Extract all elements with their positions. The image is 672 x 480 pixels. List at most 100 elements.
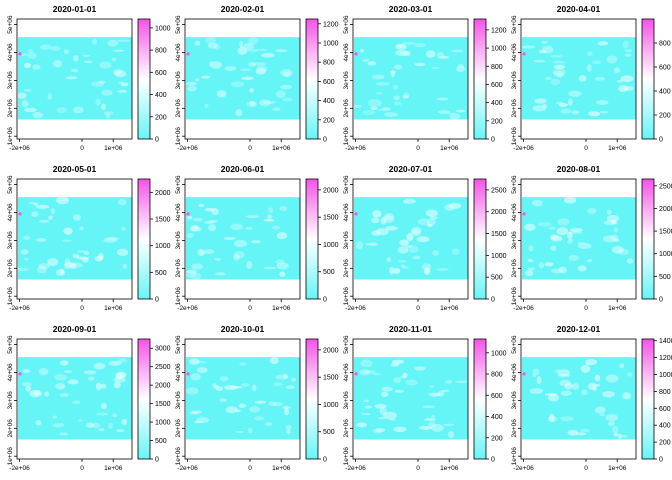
raster-cell <box>428 421 436 427</box>
raster-cell <box>28 201 36 205</box>
y-tick-label: 3e+06 <box>175 71 182 90</box>
raster-cell <box>77 419 83 422</box>
raster-cell <box>64 370 72 373</box>
raster-hotspot <box>186 372 190 376</box>
raster-cell <box>262 100 276 105</box>
raster-cell <box>586 64 592 72</box>
plot-frame <box>184 178 301 300</box>
raster-cell <box>448 202 462 209</box>
raster-cell <box>276 232 288 240</box>
raster-cell <box>264 218 275 222</box>
raster-cell <box>121 419 127 425</box>
raster-cell <box>55 196 70 205</box>
panel-svg: 2020-12-01 -2e+06 0 1e+06 1e+06 2e+06 3e+06 4e+… <box>511 324 672 472</box>
raster-cell <box>240 68 251 71</box>
raster-cell <box>112 413 118 418</box>
raster-cell <box>568 230 583 234</box>
raster-cell <box>23 235 31 241</box>
raster-hotspot <box>354 372 358 376</box>
raster-cell <box>40 44 52 51</box>
raster-cell <box>24 62 32 69</box>
raster-cell <box>375 428 386 433</box>
y-tick-label: 2e+06 <box>343 419 350 438</box>
y-tick-label: 1e+06 <box>7 127 14 146</box>
raster-cell <box>69 262 83 268</box>
raster-cell <box>416 236 430 243</box>
raster-hotspot <box>522 372 526 376</box>
raster-cell <box>284 407 290 416</box>
x-tick-label: -2e+06 <box>345 305 366 312</box>
map-panel: 2020-03-01 -2e+06 0 1e+06 1e+06 2e+06 3e+06 4e+… <box>336 0 507 160</box>
colorbar-tick-label: 1000 <box>491 350 507 357</box>
raster-cell <box>98 252 104 260</box>
raster-cell <box>414 62 426 67</box>
map-panel: 2020-06-01 -2e+06 0 1e+06 1e+06 2e+06 3e+06 4e+… <box>168 160 339 320</box>
raster-cell <box>272 225 281 230</box>
raster-hotspot <box>522 52 526 56</box>
y-tick-label: 3e+06 <box>343 71 350 90</box>
colorbar-tick-label: 200 <box>659 113 671 120</box>
raster-cell <box>594 406 606 414</box>
raster-cell <box>96 412 109 416</box>
plot-frame <box>184 338 301 460</box>
y-tick-label: 1e+06 <box>175 287 182 306</box>
raster-cell <box>32 64 41 70</box>
raster-cell <box>254 400 267 404</box>
raster-cell <box>255 67 267 75</box>
raster-cell <box>254 48 268 51</box>
raster-cell <box>544 262 554 267</box>
map-panel: 2020-10-01 -2e+06 0 1e+06 1e+06 2e+06 3e+06 4e+… <box>168 320 339 480</box>
x-tick-label: -2e+06 <box>177 305 198 312</box>
x-tick-label: 1e+06 <box>104 465 123 472</box>
y-tick-label: 1e+06 <box>511 127 518 146</box>
raster-cell <box>371 230 381 236</box>
raster-cell <box>411 226 422 235</box>
raster-cell <box>106 236 120 241</box>
raster-cell <box>393 64 403 70</box>
x-tick-label: -2e+06 <box>345 145 366 152</box>
raster-cell <box>550 234 559 240</box>
y-tick-label: 3e+06 <box>7 71 14 90</box>
raster-cell <box>359 369 371 376</box>
raster-cell <box>406 233 414 242</box>
y-tick-label: 2e+06 <box>7 419 14 438</box>
colorbar-tick-label: 1500 <box>155 401 171 408</box>
raster-cell <box>215 386 224 392</box>
y-tick-label: 2e+06 <box>7 99 14 118</box>
raster-cell <box>541 40 548 44</box>
raster-cell <box>193 421 203 424</box>
map-panel: 2020-02-01 -2e+06 0 1e+06 1e+06 2e+06 3e+06 4e+… <box>168 0 339 160</box>
raster-cell <box>427 223 433 228</box>
x-tick-label: 0 <box>80 465 84 472</box>
raster-cell <box>77 250 86 253</box>
y-tick-label: 3e+06 <box>175 231 182 250</box>
raster-cell <box>285 385 296 389</box>
raster-cell <box>73 214 81 221</box>
raster-layer <box>522 197 636 280</box>
raster-cell <box>233 239 248 248</box>
raster-cell <box>527 267 536 270</box>
raster-cell <box>611 219 617 225</box>
raster-cell <box>383 411 397 420</box>
x-tick-label: -2e+06 <box>9 145 30 152</box>
y-tick-label: 1e+06 <box>343 127 350 146</box>
colorbar-tick-label: 500 <box>323 269 335 276</box>
raster-cell <box>414 366 426 371</box>
colorbar-tick-label: 1500 <box>491 231 507 238</box>
panel-svg: 2020-01-01 -2e+06 0 1e+06 1e+06 2e+06 3e+06 4e+… <box>7 4 171 152</box>
raster-cell <box>280 69 293 77</box>
colorbar-tick-label: 1500 <box>155 217 171 224</box>
raster-cell <box>376 91 383 95</box>
raster-cell <box>250 240 261 244</box>
raster-cell <box>23 89 32 92</box>
raster-cell <box>14 267 29 272</box>
raster-cell <box>385 225 398 231</box>
raster-cell <box>556 73 563 78</box>
raster-cell <box>372 210 382 218</box>
raster-cell <box>567 238 573 243</box>
raster-cell <box>393 95 400 101</box>
raster-cell <box>64 258 71 266</box>
raster-cell <box>249 406 261 413</box>
y-tick-label: 5e+06 <box>343 175 350 194</box>
raster-cell <box>59 393 69 397</box>
